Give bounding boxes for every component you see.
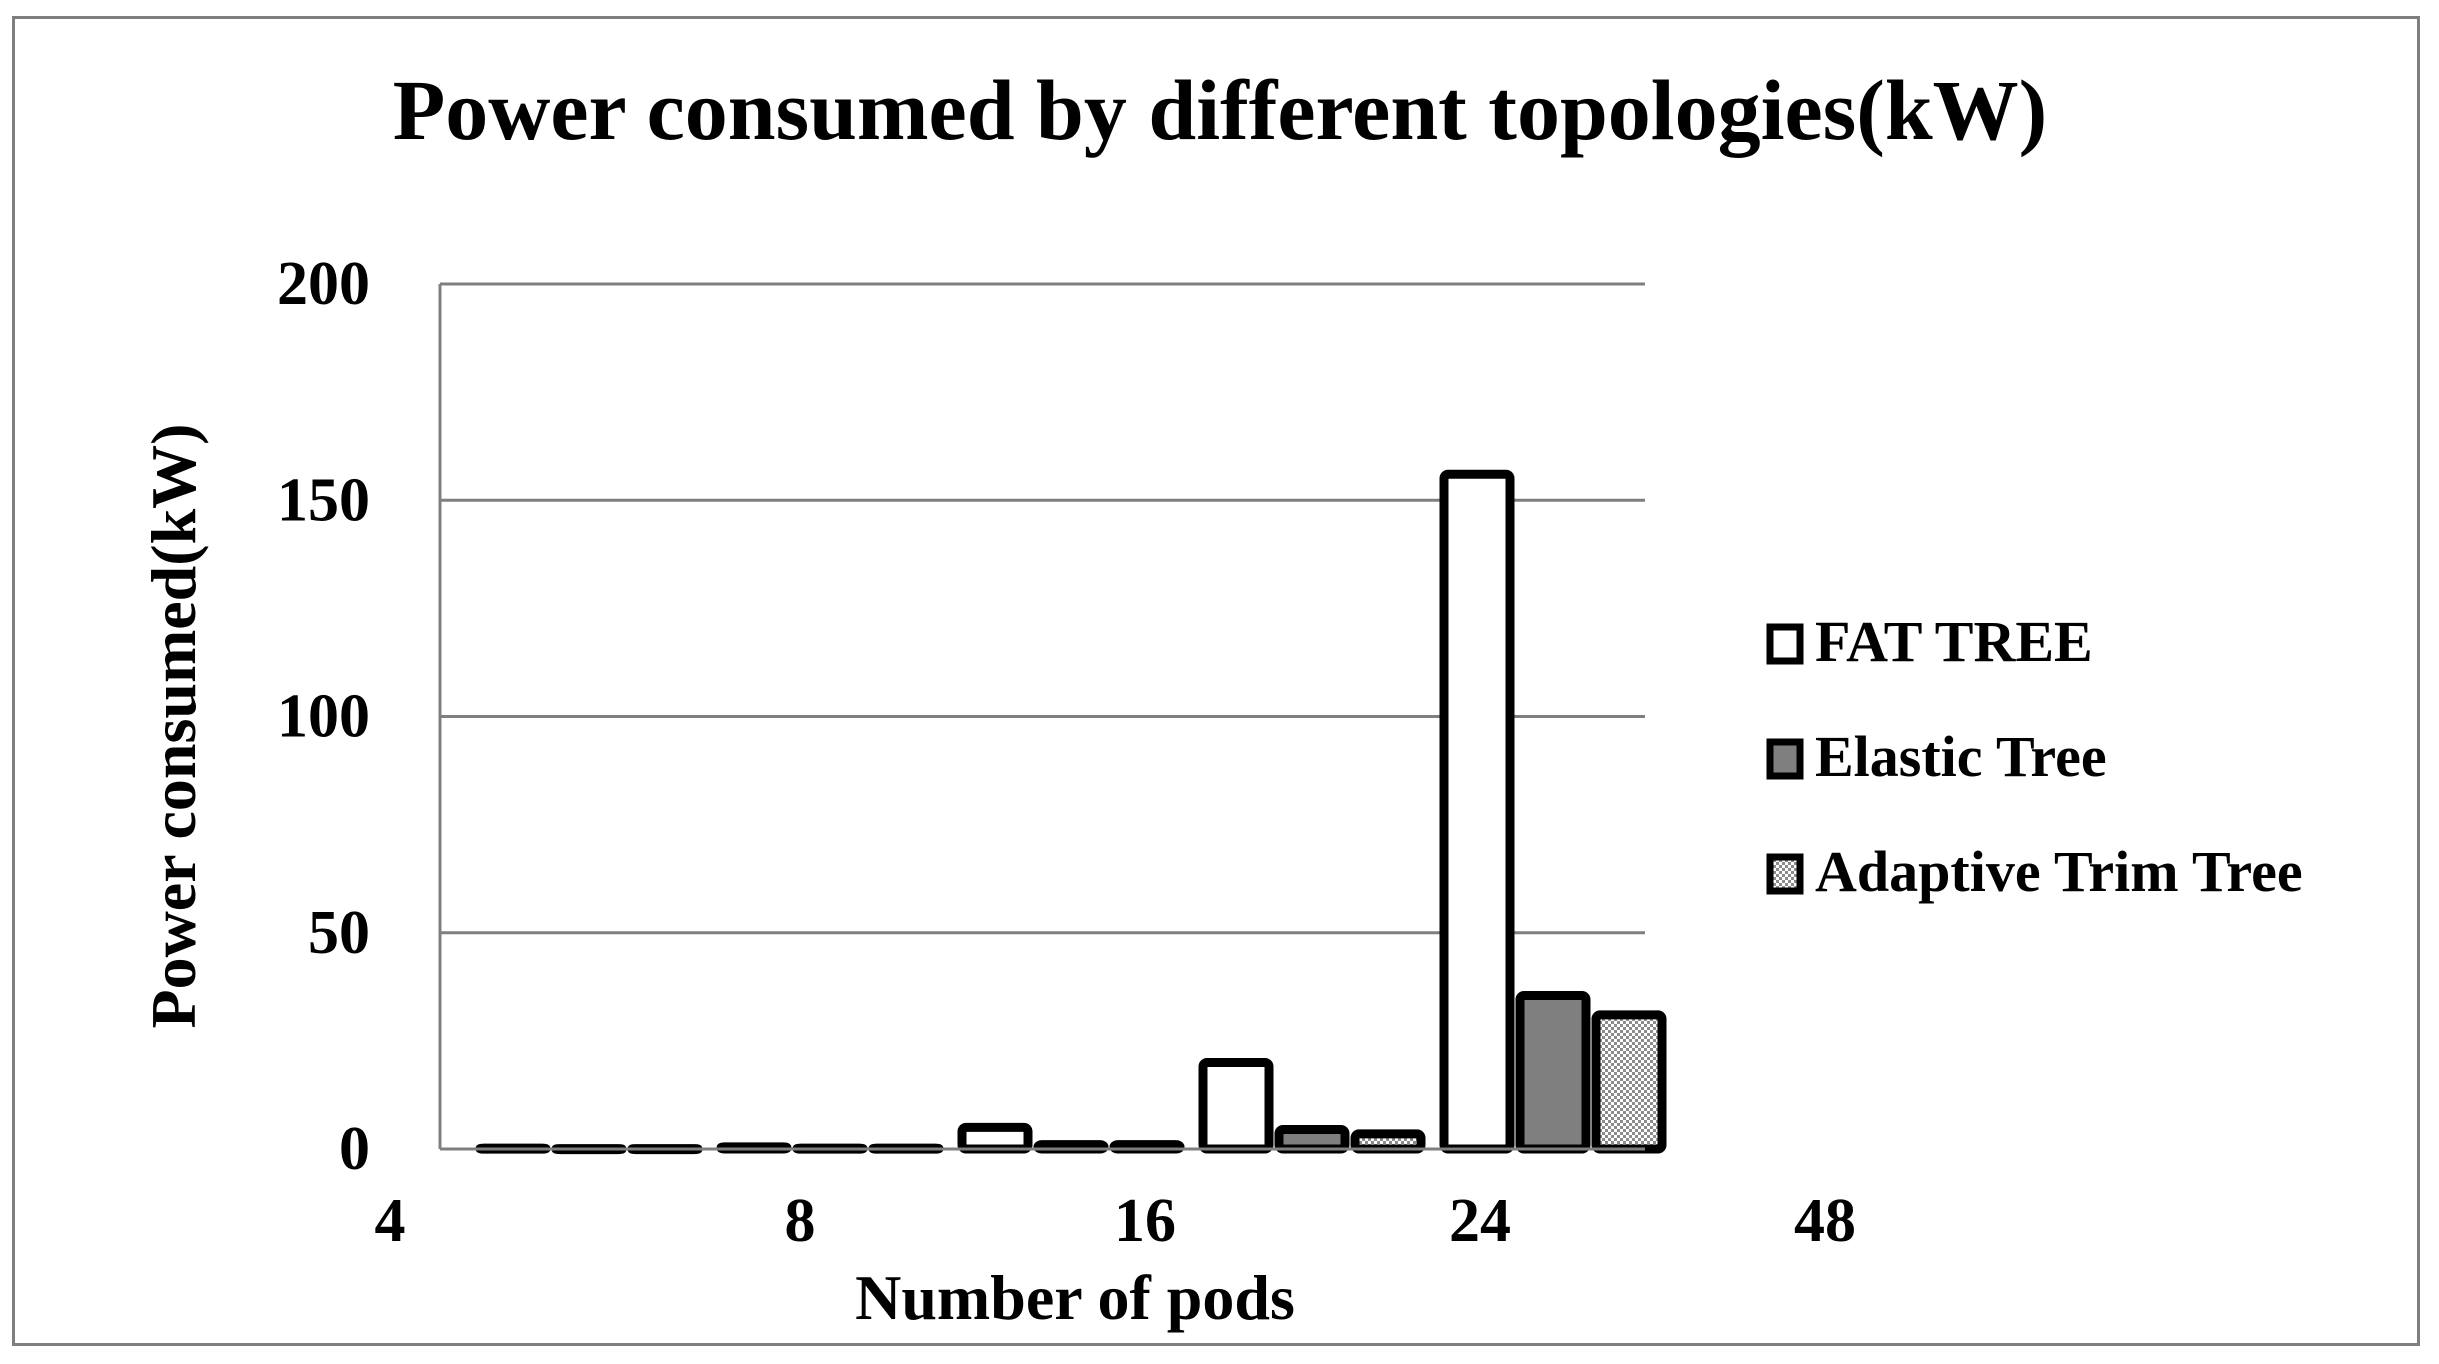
x-tick-label: 8: [785, 1187, 816, 1255]
bar-fat-tree-24: [1198, 1058, 1274, 1154]
y-tick-label: 200: [277, 250, 370, 318]
chart-title: Power consumed by different topologies(k…: [393, 62, 2048, 158]
bar-fat-tree-48: [1439, 469, 1515, 1154]
x-tick-label: 16: [1114, 1187, 1176, 1255]
bar-elastic-tree-48: [1515, 990, 1591, 1154]
legend-label: FAT TREE: [1815, 609, 2093, 674]
bar-fat-tree-16: [957, 1122, 1033, 1154]
x-tick-label: 4: [375, 1187, 406, 1255]
legend: FAT TREE Elastic Tree Adaptive Trim Tree: [1766, 609, 2303, 904]
x-tick-label: 48: [1794, 1187, 1856, 1255]
bar-adaptive-trim-tree-24: [1350, 1129, 1426, 1154]
legend-swatch: [1766, 623, 1804, 665]
y-axis-label: Power consumed(kW): [138, 424, 209, 1029]
axis-layer: [438, 284, 1645, 1151]
legend-swatch: [1766, 738, 1804, 780]
chart-svg: Power consumed by different topologies(k…: [138, 62, 2303, 1333]
x-axis-label: Number of pods: [855, 1262, 1295, 1333]
y-tick-label: 100: [277, 683, 370, 751]
bar-adaptive-trim-tree-48: [1591, 1010, 1667, 1154]
y-tick-label: 0: [339, 1115, 370, 1183]
bar-elastic-tree-24: [1274, 1125, 1350, 1154]
legend-swatch: [1766, 853, 1804, 895]
y-tick-label: 50: [308, 899, 370, 967]
bars-layer: [475, 469, 1667, 1155]
legend-label: Adaptive Trim Tree: [1815, 839, 2303, 904]
x-tick-label: 24: [1449, 1187, 1511, 1255]
y-tick-label: 150: [277, 466, 370, 534]
chart-frame: Power consumed by different topologies(k…: [12, 16, 2420, 1346]
legend-label: Elastic Tree: [1815, 724, 2107, 789]
